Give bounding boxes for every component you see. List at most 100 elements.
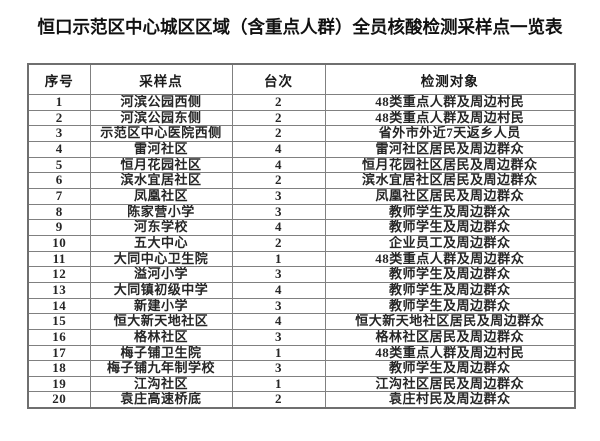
cell-test-target: 省外市外近7天返乡人员: [324, 125, 576, 142]
table-body: 1 河滨公园西侧 2 48类重点人群及周边村民 2 河滨公园东侧 2 48类重点人群及周边村民…: [27, 94, 576, 409]
cell-station-count: 2: [231, 391, 326, 409]
cell-sampling-point: 新建小学: [89, 297, 233, 315]
table-row: 8 陈家营小学 3 教师学生及周边群众: [27, 203, 576, 221]
cell-test-target: 凤凰社区居民及周边群众: [324, 187, 576, 205]
table-row: 14 新建小学 3 教师学生及周边群众: [27, 297, 576, 315]
cell-station-count: 3: [231, 360, 326, 377]
cell-sampling-point: 河滨公园西侧: [89, 94, 233, 111]
cell-sampling-point: 雷河社区: [89, 140, 233, 158]
cell-sampling-point: 大同中心卫生院: [89, 250, 233, 268]
table-row: 2 河滨公园东侧 2 48类重点人群及周边村民: [27, 109, 576, 127]
cell-station-count: 2: [231, 125, 326, 142]
cell-serial-number: 16: [27, 328, 91, 346]
cell-serial-number: 15: [27, 313, 91, 330]
col-header-station-count: 台次: [231, 63, 326, 95]
cell-test-target: 教师学生及周边群众: [324, 203, 576, 221]
cell-sampling-point: 大同镇初级中学: [89, 281, 233, 299]
cell-test-target: 企业员工及周边群众: [324, 234, 576, 252]
cell-serial-number: 10: [27, 234, 91, 252]
cell-serial-number: 6: [27, 172, 91, 189]
cell-serial-number: 18: [27, 360, 91, 377]
col-header-sampling-point: 采样点: [89, 63, 233, 95]
cell-station-count: 3: [231, 297, 326, 315]
header-row: 序号 采样点 台次 检测对象: [27, 63, 576, 95]
page-title: 恒口示范区中心城区区域（含重点人群）全员核酸检测采样点一览表: [37, 17, 563, 37]
cell-station-count: 4: [231, 140, 326, 158]
table-row: 5 恒月花园社区 4 恒月花园社区居民及周边群众: [27, 156, 576, 174]
cell-test-target: 恒大新天地社区居民及周边群众: [324, 313, 576, 330]
table-row: 10 五大中心 2 企业员工及周边群众: [27, 234, 576, 252]
cell-sampling-point: 滨水宜居社区: [89, 172, 233, 189]
table-row: 12 溢河小学 3 教师学生及周边群众: [27, 266, 576, 283]
cell-station-count: 1: [231, 375, 326, 393]
cell-serial-number: 7: [27, 187, 91, 205]
cell-station-count: 2: [231, 109, 326, 127]
cell-test-target: 袁庄村民及周边群众: [324, 391, 576, 409]
table-row: 18 梅子铺九年制学校 3 教师学生及周边群众: [27, 360, 576, 377]
cell-station-count: 4: [231, 156, 326, 174]
cell-sampling-point: 五大中心: [89, 234, 233, 252]
cell-serial-number: 4: [27, 140, 91, 158]
cell-test-target: 教师学生及周边群众: [324, 297, 576, 315]
table-row: 3 示范区中心医院西侧 2 省外市外近7天返乡人员: [27, 125, 576, 142]
sampling-points-table: 序号 采样点 台次 检测对象 1 河滨公园西侧 2 48类重点人群及周边村民 2 河滨公园…: [27, 63, 576, 410]
cell-serial-number: 20: [27, 391, 91, 409]
cell-test-target: 滨水宜居社区居民及周边群众: [324, 172, 576, 189]
table-row: 4 雷河社区 4 雷河社区居民及周边群众: [27, 140, 576, 158]
cell-station-count: 2: [231, 172, 326, 189]
cell-serial-number: 1: [27, 94, 91, 111]
table-row: 9 河东学校 4 教师学生及周边群众: [27, 219, 576, 236]
col-header-test-target: 检测对象: [324, 63, 576, 95]
cell-sampling-point: 陈家营小学: [89, 203, 233, 221]
table-row: 13 大同镇初级中学 4 教师学生及周边群众: [27, 281, 576, 299]
cell-sampling-point: 袁庄高速桥底: [89, 391, 233, 409]
cell-station-count: 3: [231, 266, 326, 283]
cell-test-target: 48类重点人群及周边群众: [324, 250, 576, 268]
cell-test-target: 48类重点人群及周边村民: [324, 344, 576, 362]
cell-sampling-point: 梅子铺卫生院: [89, 344, 233, 362]
cell-station-count: 1: [231, 344, 326, 362]
cell-serial-number: 5: [27, 156, 91, 174]
cell-test-target: 雷河社区居民及周边群众: [324, 140, 576, 158]
cell-sampling-point: 示范区中心医院西侧: [89, 125, 233, 142]
cell-sampling-point: 溢河小学: [89, 266, 233, 283]
table-row: 7 凤凰社区 3 凤凰社区居民及周边群众: [27, 187, 576, 205]
cell-sampling-point: 恒大新天地社区: [89, 313, 233, 330]
cell-station-count: 2: [231, 234, 326, 252]
cell-sampling-point: 江沟社区: [89, 375, 233, 393]
table-row: 19 江沟社区 1 江沟社区居民及周边群众: [27, 375, 576, 393]
cell-serial-number: 3: [27, 125, 91, 142]
cell-serial-number: 9: [27, 219, 91, 236]
cell-test-target: 格林社区居民及周边群众: [324, 328, 576, 346]
page: 恒口示范区中心城区区域（含重点人群）全员核酸检测采样点一览表 序号 采样点 台次…: [0, 16, 600, 441]
cell-sampling-point: 凤凰社区: [89, 187, 233, 205]
col-header-serial-number: 序号: [27, 63, 91, 95]
cell-test-target: 教师学生及周边群众: [324, 266, 576, 283]
cell-station-count: 3: [231, 328, 326, 346]
cell-serial-number: 17: [27, 344, 91, 362]
table-row: 15 恒大新天地社区 4 恒大新天地社区居民及周边群众: [27, 313, 576, 330]
cell-sampling-point: 河东学校: [89, 219, 233, 236]
table-row: 1 河滨公园西侧 2 48类重点人群及周边村民: [27, 94, 576, 111]
cell-test-target: 江沟社区居民及周边群众: [324, 375, 576, 393]
cell-station-count: 4: [231, 313, 326, 330]
cell-serial-number: 13: [27, 281, 91, 299]
cell-test-target: 教师学生及周边群众: [324, 360, 576, 377]
cell-serial-number: 14: [27, 297, 91, 315]
cell-serial-number: 11: [27, 250, 91, 268]
cell-station-count: 2: [231, 94, 326, 111]
cell-sampling-point: 格林社区: [89, 328, 233, 346]
table-row: 17 梅子铺卫生院 1 48类重点人群及周边村民: [27, 344, 576, 362]
cell-station-count: 3: [231, 203, 326, 221]
cell-test-target: 48类重点人群及周边村民: [324, 109, 576, 127]
table-row: 16 格林社区 3 格林社区居民及周边群众: [27, 328, 576, 346]
cell-station-count: 4: [231, 281, 326, 299]
cell-station-count: 3: [231, 187, 326, 205]
cell-test-target: 48类重点人群及周边村民: [324, 94, 576, 111]
cell-test-target: 教师学生及周边群众: [324, 281, 576, 299]
table-row: 11 大同中心卫生院 1 48类重点人群及周边群众: [27, 250, 576, 268]
cell-test-target: 恒月花园社区居民及周边群众: [324, 156, 576, 174]
cell-station-count: 1: [231, 250, 326, 268]
cell-sampling-point: 梅子铺九年制学校: [89, 360, 233, 377]
cell-test-target: 教师学生及周边群众: [324, 219, 576, 236]
